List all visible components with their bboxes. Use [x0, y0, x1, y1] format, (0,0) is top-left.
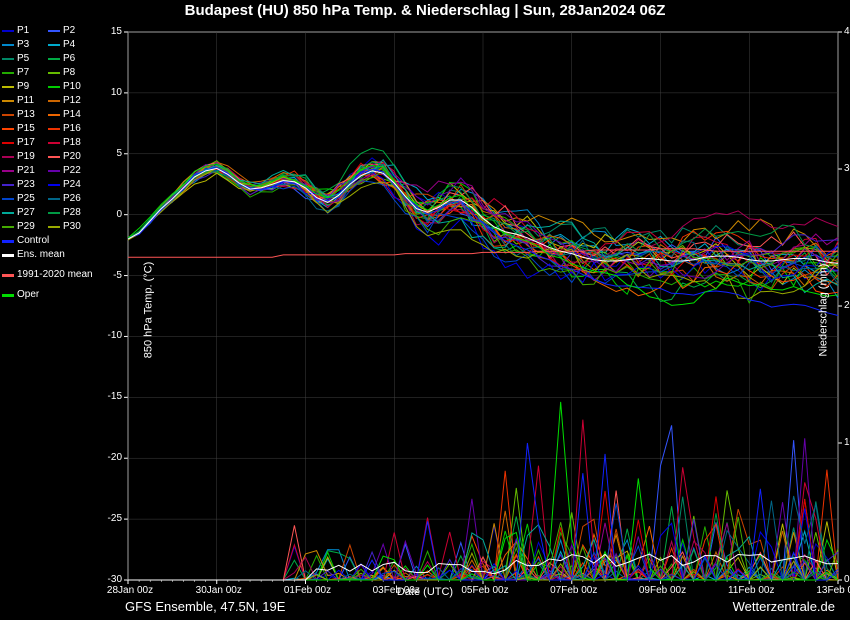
- x-tick-label: 09Feb 00z: [633, 585, 693, 596]
- x-tick-label: 07Feb 00z: [544, 585, 604, 596]
- y-right-tick-label: 30: [844, 163, 850, 174]
- chart-container: { "title": "Budapest (HU) 850 hPa Temp. …: [0, 0, 850, 620]
- x-tick-label: 05Feb 00z: [455, 585, 515, 596]
- y-left-tick-label: 0: [116, 209, 122, 220]
- y-right-tick-label: 20: [844, 300, 850, 311]
- y-left-tick-label: -15: [108, 391, 122, 402]
- x-tick-label: 13Feb 00z: [810, 585, 850, 596]
- x-tick-label: 30Jan 00z: [189, 585, 249, 596]
- x-tick-label: 11Feb 00z: [721, 585, 781, 596]
- y-right-tick-label: 40: [844, 26, 850, 37]
- y-left-tick-label: -5: [113, 270, 122, 281]
- y-left-tick-label: -25: [108, 513, 122, 524]
- y-left-tick-label: 10: [111, 87, 122, 98]
- footer-left: GFS Ensemble, 47.5N, 19E: [125, 599, 285, 614]
- y-left-tick-label: 15: [111, 26, 122, 37]
- footer-right: Wetterzentrale.de: [733, 599, 835, 614]
- y-left-tick-label: -30: [108, 574, 122, 585]
- y-right-tick-label: 0: [844, 574, 850, 585]
- x-tick-label: 03Feb 00z: [366, 585, 426, 596]
- y-right-tick-label: 10: [844, 437, 850, 448]
- y-left-tick-label: -20: [108, 452, 122, 463]
- plot-area: [0, 0, 850, 620]
- y-left-tick-label: -10: [108, 330, 122, 341]
- y-left-tick-label: 5: [116, 148, 122, 159]
- x-tick-label: 01Feb 00z: [278, 585, 338, 596]
- y-axis-left-label: 850 hPa Temp. (°C): [142, 262, 154, 359]
- x-tick-label: 28Jan 00z: [100, 585, 160, 596]
- y-axis-right-label: Niederschlag (mm): [818, 264, 830, 357]
